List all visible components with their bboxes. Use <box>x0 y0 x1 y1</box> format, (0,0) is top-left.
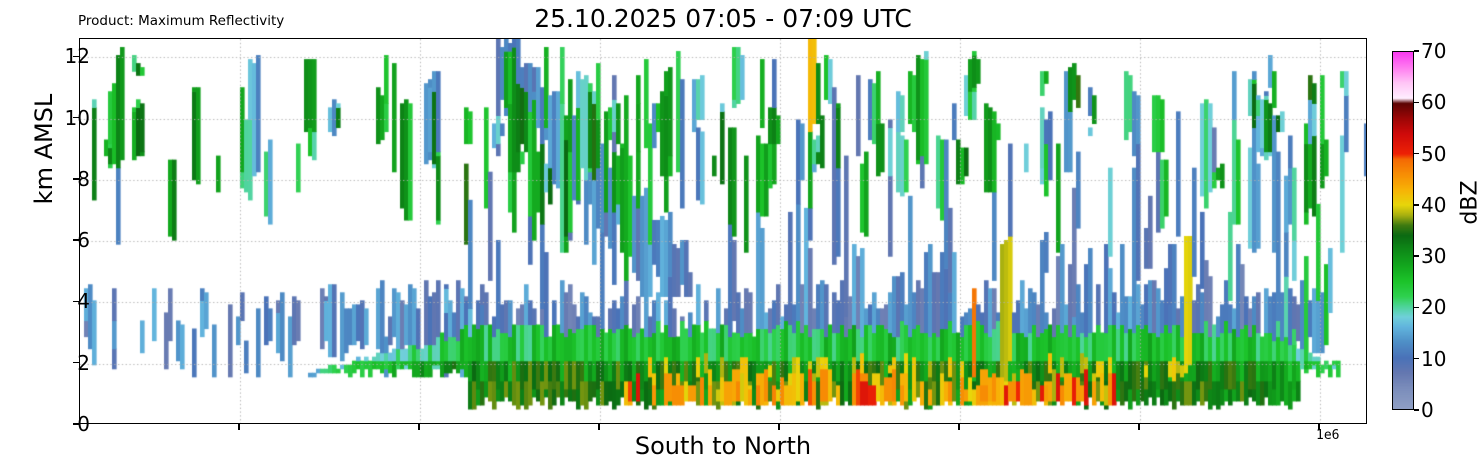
y-tick-label: 6 <box>77 228 90 253</box>
colorbar-tick-mark <box>1414 204 1419 206</box>
y-tick-label: 0 <box>77 412 90 436</box>
y-tick-mark <box>73 116 79 119</box>
x-tick-mark <box>958 424 960 430</box>
x-tick-mark <box>778 424 780 430</box>
x-axis-offset-label: 1e6 <box>1316 428 1340 443</box>
y-tick-mark <box>73 55 79 58</box>
colorbar-tick-label: 30 <box>1421 244 1447 269</box>
colorbar-tick-label: 50 <box>1421 141 1447 166</box>
colorbar-unit-label: dBZ <box>1457 180 1482 225</box>
colorbar <box>1392 51 1414 410</box>
colorbar-tick-label: 0 <box>1421 398 1434 422</box>
page-title: 25.10.2025 07:05 - 07:09 UTC <box>534 4 912 33</box>
y-tick-mark <box>73 178 79 180</box>
x-tick-mark <box>1138 424 1140 430</box>
product-label: Product: Maximum Reflectivity <box>78 13 285 29</box>
colorbar-tick-mark <box>1414 255 1419 257</box>
y-tick-mark <box>73 423 79 425</box>
colorbar-tick-label: 60 <box>1421 90 1447 115</box>
y-tick-mark <box>73 239 79 241</box>
x-tick-mark <box>1318 424 1320 430</box>
colorbar-tick-mark <box>1414 101 1419 103</box>
y-tick-label: 10 <box>64 105 90 130</box>
x-tick-mark <box>238 424 240 430</box>
colorbar-tick-label: 70 <box>1421 39 1447 63</box>
y-tick-label: 2 <box>77 350 90 375</box>
x-axis-label: South to North <box>634 432 812 460</box>
colorbar-tick-label: 20 <box>1421 295 1447 320</box>
plot-axes <box>79 38 1367 424</box>
colorbar-tick-mark <box>1414 358 1419 360</box>
y-tick-mark <box>73 362 79 364</box>
colorbar-gradient <box>1392 51 1414 410</box>
colorbar-tick-mark <box>1414 152 1419 155</box>
y-tick-label: 12 <box>64 44 90 69</box>
colorbar-tick-mark <box>1414 409 1419 411</box>
y-tick-label: 4 <box>77 289 90 314</box>
x-tick-mark <box>418 424 420 430</box>
reflectivity-heatmap-canvas <box>80 39 1366 423</box>
y-tick-mark <box>73 300 79 303</box>
x-tick-mark <box>598 424 600 430</box>
colorbar-tick-mark <box>1414 306 1419 309</box>
y-tick-label: 8 <box>77 166 90 191</box>
y-axis-label: km AMSL <box>30 93 58 205</box>
colorbar-tick-mark <box>1414 50 1419 52</box>
colorbar-tick-label: 10 <box>1421 346 1447 371</box>
colorbar-tick-label: 40 <box>1421 192 1447 217</box>
